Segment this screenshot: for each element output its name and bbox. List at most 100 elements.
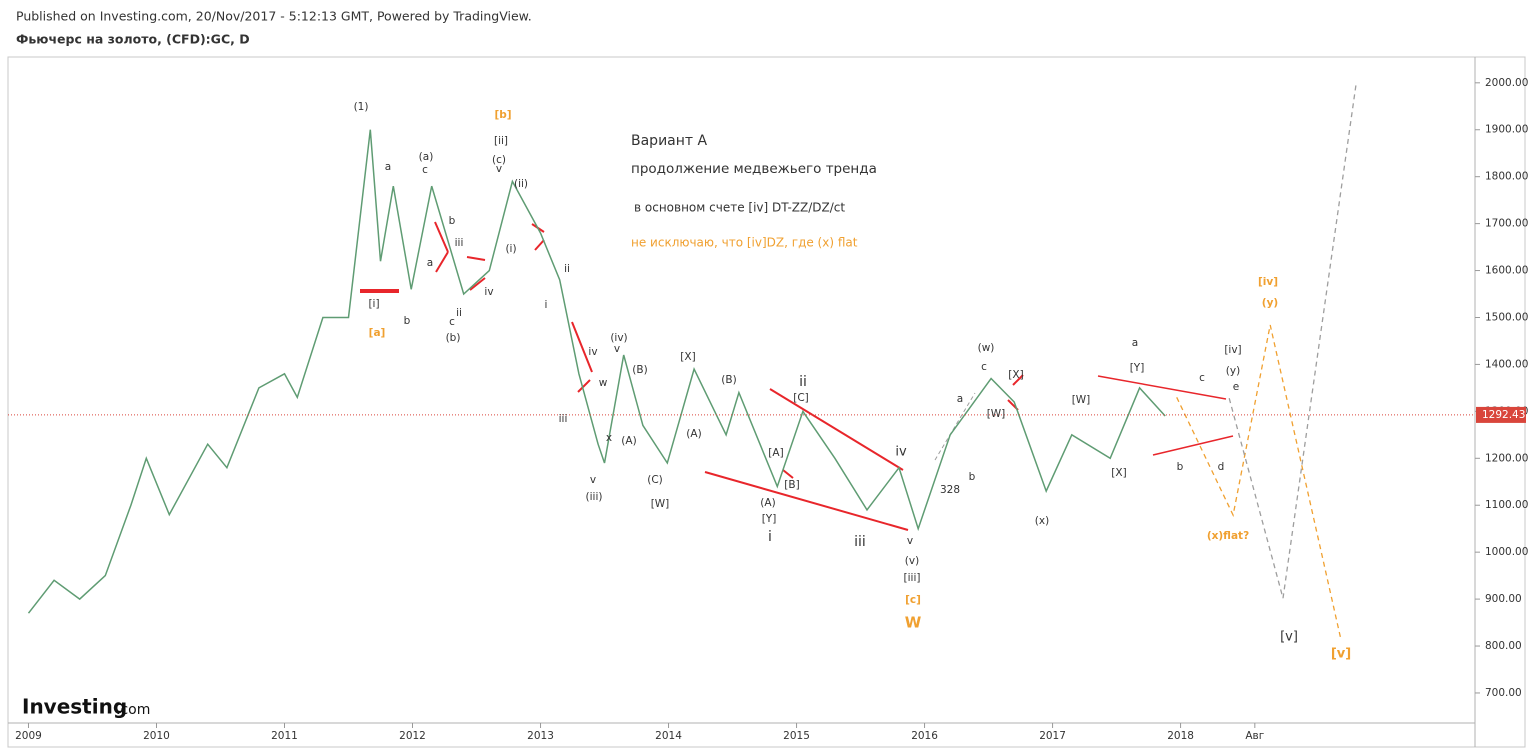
wave-label: b	[404, 315, 411, 327]
trendline	[435, 251, 449, 273]
wave-label: [X]	[680, 351, 695, 363]
wave-label: b	[969, 471, 976, 483]
logo-name: Investing	[22, 695, 127, 719]
wave-label: v	[614, 343, 620, 355]
trendline	[571, 321, 593, 373]
trendline	[1152, 435, 1234, 456]
wave-label: [W]	[651, 498, 670, 510]
chart-title: Фьючерс на золото, (CFD):GC, D	[16, 32, 250, 47]
x-tick-label: 2015	[783, 730, 810, 742]
wave-label: x	[606, 432, 612, 444]
wave-label: v	[907, 535, 913, 547]
y-tick-label: 800.00	[1485, 640, 1522, 652]
last-price-box	[1476, 406, 1526, 423]
wave-label: 328	[940, 484, 960, 496]
wave-label: [C]	[793, 392, 809, 404]
y-tick-label: 900.00	[1485, 593, 1522, 605]
wave-label: [iv]	[1258, 276, 1278, 288]
projection-line	[1228, 84, 1357, 599]
wave-label: [c]	[905, 594, 921, 606]
wave-label: (b)	[446, 332, 461, 344]
wave-label: (iii)	[586, 491, 603, 503]
wave-label: (x)	[1035, 515, 1049, 527]
wave-label: i	[768, 529, 772, 545]
y-tick-label: 1600.00	[1485, 265, 1528, 277]
wave-label: [a]	[369, 327, 386, 339]
wave-label: iv	[588, 346, 597, 358]
y-tick-label: 2000.00	[1485, 77, 1528, 89]
wave-label: [X]	[1111, 467, 1126, 479]
trendline	[1012, 374, 1024, 386]
wave-label: (a)	[419, 151, 434, 163]
y-tick-label: 1800.00	[1485, 171, 1528, 183]
wave-label: a	[427, 257, 433, 269]
frame	[7, 56, 1526, 748]
x-tick-label: 2009	[15, 730, 42, 742]
y-tick-label: 1000.00	[1485, 546, 1528, 558]
wave-label: [iii]	[904, 572, 921, 584]
wave-label: W	[905, 614, 922, 632]
wave-label: ii	[564, 263, 570, 275]
wave-label: (y)	[1262, 297, 1278, 309]
trendline	[769, 388, 904, 471]
wave-label: [iv]	[1224, 344, 1241, 356]
trendline	[466, 256, 486, 261]
wave-label: iii	[455, 237, 464, 249]
wave-label: v	[590, 474, 596, 486]
wave-label: b	[1177, 461, 1184, 473]
x-tick-label: 2017	[1039, 730, 1066, 742]
y-tick-label: 700.00	[1485, 687, 1522, 699]
wave-label: a	[957, 393, 963, 405]
trendline	[704, 471, 909, 531]
wave-label: iv	[484, 286, 493, 298]
wave-label: (i)	[505, 243, 516, 255]
y-tick-label: 1500.00	[1485, 311, 1528, 323]
y-tick-label: 1400.00	[1485, 358, 1528, 370]
logo-suffix: .com	[116, 702, 150, 718]
trendline	[1097, 375, 1227, 400]
wave-label: [A]	[768, 447, 783, 459]
x-tick-label: 2018	[1167, 730, 1194, 742]
wave-label: a	[1132, 337, 1138, 349]
wave-label: (x)flat?	[1207, 530, 1249, 542]
wave-label: i	[545, 299, 548, 311]
wave-label: продолжение медвежьего тренда	[631, 161, 877, 177]
wave-label: [ii]	[494, 135, 508, 147]
wave-label: (y)	[1226, 365, 1240, 377]
y-tick-label: 1900.00	[1485, 124, 1528, 136]
wave-label: (B)	[632, 364, 647, 376]
last-price-label: 1292.43	[1482, 409, 1525, 421]
wave-label: c	[449, 316, 455, 328]
wave-label: b	[449, 215, 456, 227]
x-tick-label: 2010	[143, 730, 170, 742]
wave-label: a	[385, 161, 391, 173]
wave-label: [Y]	[1130, 362, 1145, 374]
x-tick-label: 2012	[399, 730, 426, 742]
wave-label: c	[981, 361, 987, 373]
wave-label: (B)	[721, 374, 736, 386]
wave-label: c	[1199, 372, 1205, 384]
wave-label: (A)	[686, 428, 701, 440]
wave-label: ii	[456, 307, 462, 319]
wave-label: [v]	[1280, 630, 1298, 645]
wave-label: (c)	[492, 154, 506, 166]
y-tick-label: 1700.00	[1485, 218, 1528, 230]
wave-label: (w)	[978, 342, 995, 354]
source: Published on Investing.com, 20/Nov/2017 …	[16, 9, 532, 24]
wave-label: не исключаю, что [iv]DZ, где (x) flat	[631, 236, 858, 250]
wave-label: w	[599, 377, 608, 389]
x-tick-label: 2014	[655, 730, 682, 742]
wave-label: [v]	[1331, 647, 1351, 662]
trendline	[577, 379, 591, 393]
wave-label: (A)	[621, 435, 636, 447]
trendline	[782, 469, 794, 479]
trendline	[934, 392, 976, 461]
wave-label: (C)	[647, 474, 663, 486]
projection-line	[1176, 324, 1342, 639]
wave-label: v	[496, 163, 502, 175]
wave-label: c	[422, 164, 428, 176]
x-tick-label: 2011	[271, 730, 298, 742]
y-tick-label: 1100.00	[1485, 499, 1528, 511]
wave-label: [W]	[987, 408, 1006, 420]
